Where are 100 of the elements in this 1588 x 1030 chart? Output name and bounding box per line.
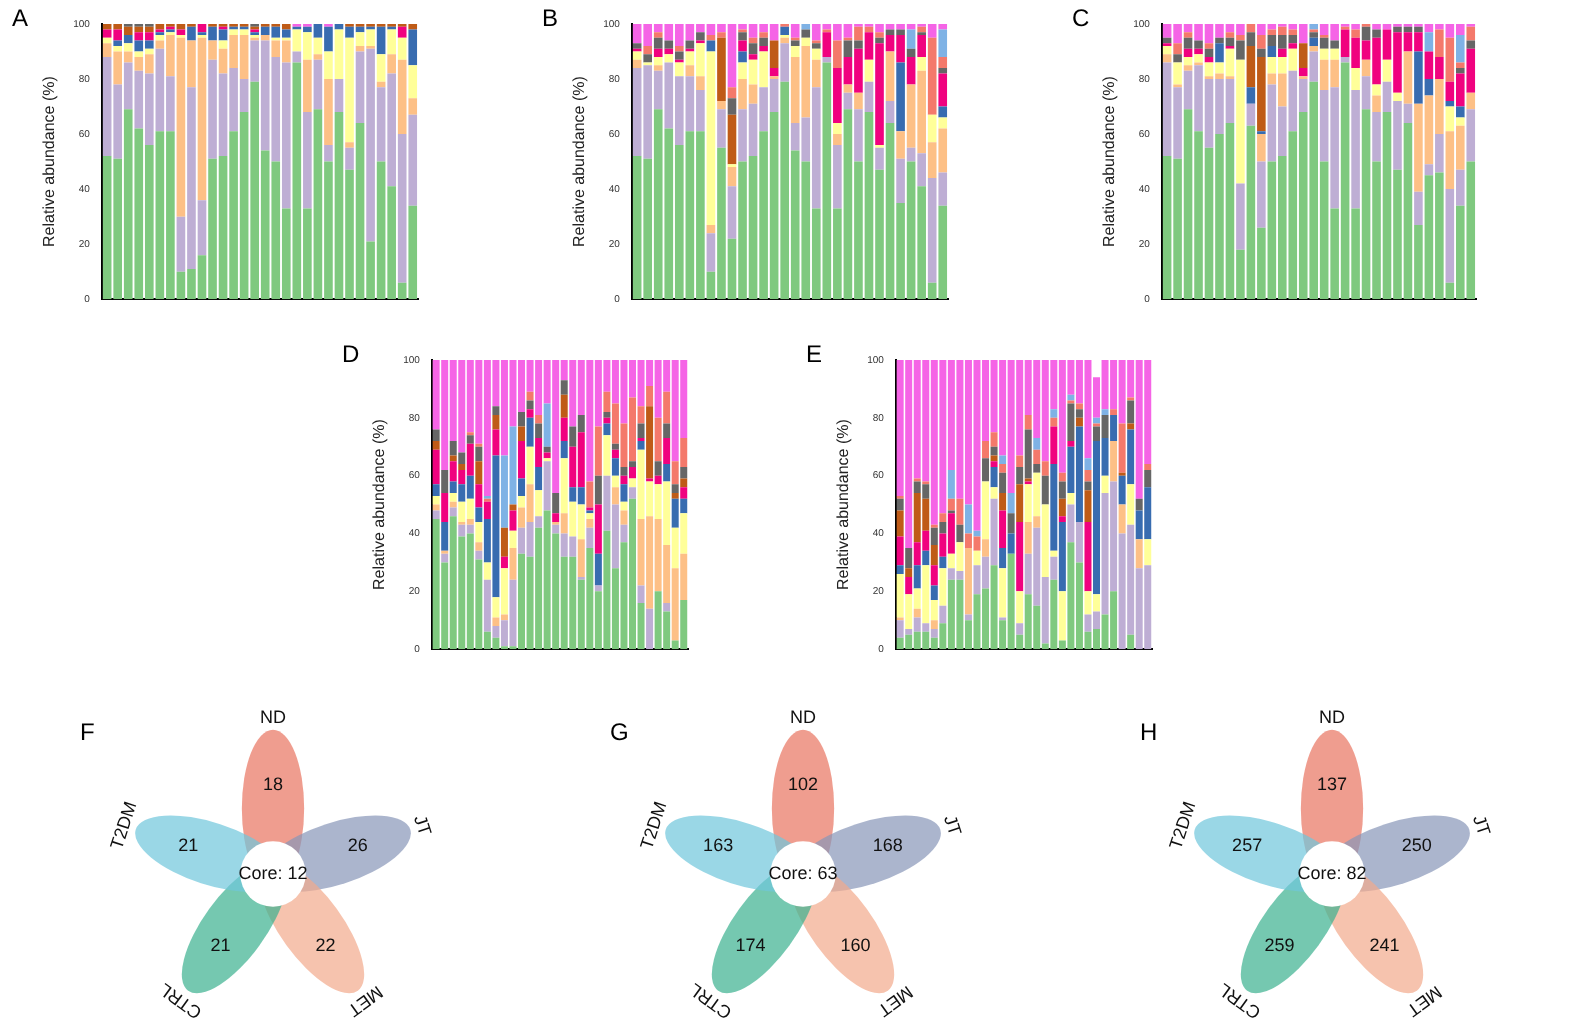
bar: [843, 84, 853, 93]
bar: [1118, 360, 1126, 424]
bar: [706, 224, 716, 234]
bar: [922, 484, 930, 499]
bar: [913, 608, 921, 618]
bar: [1162, 54, 1172, 63]
bar: [637, 449, 645, 520]
bar: [811, 48, 821, 60]
bar: [930, 620, 938, 629]
bar: [569, 360, 577, 427]
bar: [833, 134, 842, 146]
bar: [1309, 46, 1318, 52]
bar: [408, 65, 418, 99]
bar: [611, 475, 619, 488]
bar: [518, 412, 526, 427]
bar: [833, 40, 842, 69]
chart-title: D: [342, 340, 360, 368]
bar: [155, 35, 165, 41]
text: Core: 82: [1297, 862, 1367, 883]
bar: [466, 533, 474, 650]
text: G: [610, 718, 629, 746]
bar: [500, 568, 508, 615]
bar: [1257, 134, 1266, 162]
bar: [922, 550, 930, 566]
bar: [603, 435, 611, 476]
bar: [930, 527, 938, 546]
category-label: T2DM: [1165, 799, 1200, 852]
category-label: JT: [940, 812, 966, 839]
bar: [432, 519, 440, 650]
bar: [999, 568, 1007, 618]
bar: [1183, 65, 1193, 71]
text: H: [1140, 718, 1158, 746]
data-label: 174: [735, 935, 766, 956]
bar: [1393, 92, 1402, 102]
bar: [674, 51, 684, 60]
bar: [896, 510, 904, 537]
data-label: 22: [315, 935, 336, 956]
bar: [1110, 591, 1118, 650]
bar: [466, 435, 474, 444]
bar: [1257, 35, 1266, 49]
y-axis-title: Relative abundance (%): [40, 75, 59, 247]
bar: [1309, 32, 1318, 38]
bar: [780, 37, 789, 44]
bar: [1466, 26, 1476, 41]
bar: [345, 147, 354, 170]
bar: [685, 65, 695, 77]
bar: [441, 553, 449, 563]
bar: [663, 464, 671, 482]
bar: [586, 360, 594, 482]
bar: [1058, 472, 1066, 482]
bar: [939, 513, 947, 522]
bar: [313, 54, 323, 60]
bar: [577, 487, 585, 505]
bar: [1016, 591, 1024, 624]
bar: [518, 426, 526, 441]
bar: [1084, 490, 1092, 522]
bar: [1144, 539, 1152, 566]
bar: [790, 40, 800, 47]
bar: [905, 360, 913, 548]
bar: [790, 24, 800, 38]
bar: [875, 37, 884, 44]
bar: [643, 54, 653, 63]
bar: [466, 443, 474, 476]
bar: [1144, 565, 1152, 650]
chart-title: E: [806, 340, 823, 368]
bar: [526, 417, 534, 447]
bar: [922, 631, 930, 650]
bar: [552, 360, 560, 494]
bar: [1372, 112, 1381, 162]
bar: [492, 637, 500, 650]
bar: [1204, 48, 1214, 58]
bar: [441, 360, 449, 470]
bar: [483, 360, 491, 496]
bar: [646, 406, 654, 479]
bar: [930, 585, 938, 601]
bar: [905, 634, 913, 650]
bar: [790, 46, 800, 58]
bar: [449, 481, 457, 494]
bar: [518, 478, 526, 496]
bar: [535, 467, 543, 491]
bar: [1403, 51, 1413, 104]
bar: [526, 400, 534, 410]
bar: [526, 409, 534, 418]
bar: [999, 455, 1007, 465]
bar: [492, 617, 500, 627]
bar: [1075, 403, 1083, 410]
bar: [973, 565, 981, 595]
bar: [466, 498, 474, 520]
bar: [956, 524, 964, 543]
data-label: 21: [210, 935, 231, 956]
bar: [663, 423, 671, 439]
bar: [594, 553, 602, 586]
bar: [432, 429, 440, 441]
bar: [759, 32, 768, 38]
bar: [1118, 504, 1126, 534]
bar: [905, 568, 913, 577]
bar: [560, 513, 568, 534]
bar: [1246, 24, 1256, 33]
bar: [696, 32, 705, 41]
bar: [939, 605, 947, 624]
